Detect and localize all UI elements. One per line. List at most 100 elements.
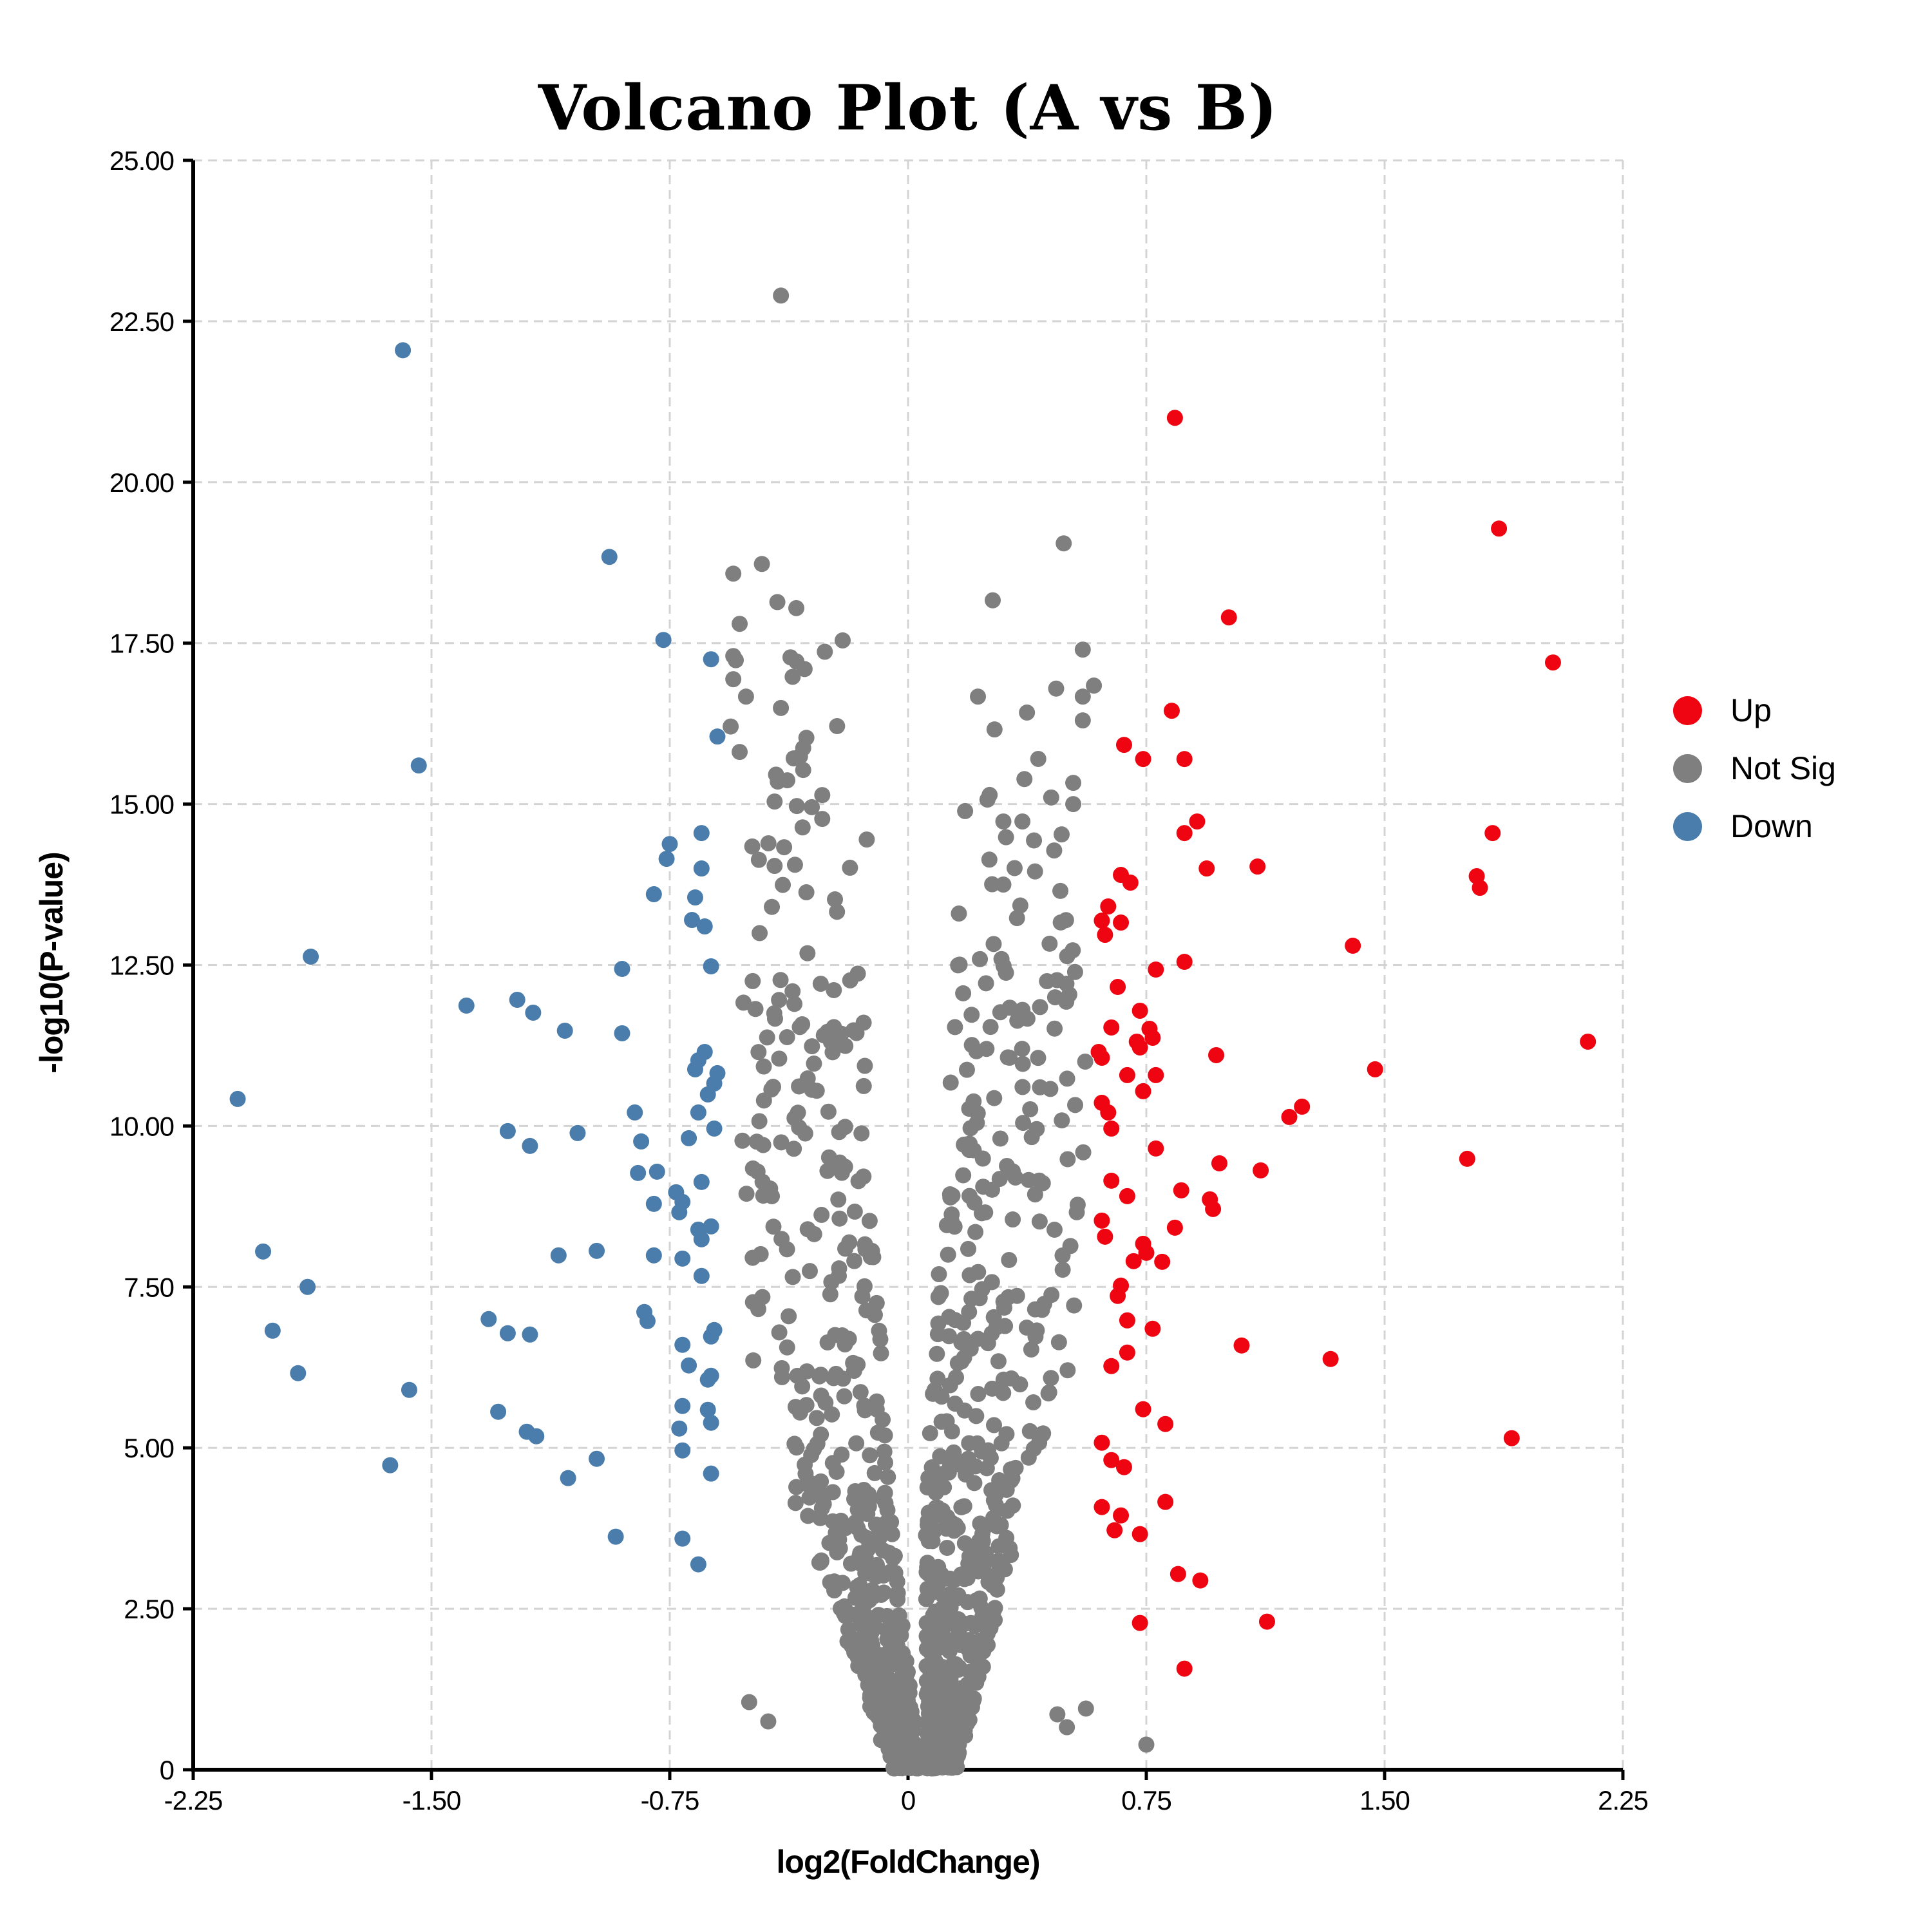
chart-title: Volcano Plot (A vs B): [538, 71, 1278, 144]
point-up: [1100, 898, 1117, 915]
point-down: [528, 1428, 545, 1444]
point-up: [1468, 868, 1485, 885]
point-down: [699, 1086, 716, 1103]
point-up: [1166, 1219, 1183, 1236]
point-notsig: [771, 1324, 788, 1341]
point-down: [693, 860, 710, 877]
point-notsig: [813, 1500, 830, 1517]
point-notsig: [1001, 1252, 1018, 1269]
point-notsig: [938, 1217, 955, 1233]
point-notsig: [970, 1386, 987, 1403]
point-notsig: [880, 1468, 896, 1485]
point-notsig: [997, 1318, 1014, 1334]
point-up: [1094, 1212, 1110, 1229]
point-notsig: [766, 1005, 782, 1021]
point-notsig: [869, 1425, 886, 1441]
point-notsig: [797, 1125, 813, 1142]
point-notsig: [955, 1167, 972, 1184]
point-notsig: [889, 1573, 905, 1590]
x-tick-label: -2.25: [164, 1785, 223, 1815]
point-notsig: [985, 592, 1001, 609]
point-notsig: [891, 1643, 908, 1660]
point-notsig: [744, 1249, 761, 1266]
point-notsig: [773, 699, 790, 716]
legend: Up Not Sig Down: [1673, 681, 1836, 855]
point-notsig: [735, 994, 752, 1011]
point-notsig: [923, 1669, 940, 1685]
point-up: [1345, 938, 1361, 954]
point-notsig: [1046, 1020, 1063, 1037]
point-up: [1189, 813, 1206, 830]
point-notsig: [750, 1044, 767, 1061]
point-down: [401, 1381, 417, 1398]
point-notsig: [970, 1563, 987, 1580]
point-notsig: [867, 1619, 884, 1636]
point-notsig: [978, 1041, 995, 1057]
point-notsig: [842, 972, 858, 989]
point-notsig: [808, 1410, 825, 1426]
point-notsig: [972, 951, 989, 967]
point-notsig: [875, 1411, 891, 1428]
point-up: [1208, 1046, 1225, 1063]
point-notsig: [854, 1555, 871, 1572]
point-notsig: [741, 1694, 757, 1710]
point-notsig: [800, 1508, 817, 1524]
point-up: [1154, 1253, 1171, 1270]
point-notsig: [995, 958, 1012, 974]
point-down: [630, 1164, 647, 1181]
point-notsig: [939, 1519, 956, 1536]
point-notsig: [833, 1164, 850, 1181]
point-notsig: [1048, 680, 1065, 697]
point-up: [1170, 1566, 1186, 1582]
point-notsig: [864, 1637, 881, 1654]
point-notsig: [799, 945, 816, 961]
point-notsig: [734, 1132, 751, 1149]
point-notsig: [1023, 1129, 1040, 1146]
point-notsig: [962, 1120, 979, 1137]
y-tick-label: 0: [160, 1755, 174, 1785]
point-notsig: [893, 1760, 910, 1777]
point-notsig: [830, 1191, 847, 1208]
point-up: [1166, 410, 1183, 426]
point-notsig: [829, 717, 846, 734]
point-notsig: [822, 1034, 839, 1050]
point-notsig: [990, 1353, 1007, 1370]
point-notsig: [902, 1710, 919, 1727]
point-notsig: [858, 831, 875, 848]
legend-swatch-down-icon: [1673, 811, 1702, 841]
point-notsig: [920, 1504, 937, 1521]
point-notsig: [1030, 750, 1046, 767]
point-notsig: [995, 1385, 1012, 1401]
point-down: [693, 825, 710, 842]
point-notsig: [1077, 1053, 1094, 1070]
point-notsig: [855, 1077, 872, 1094]
point-down: [674, 1442, 691, 1459]
point-notsig: [962, 1340, 979, 1357]
point-up: [1125, 1253, 1142, 1269]
point-notsig: [823, 1274, 840, 1291]
point-notsig: [962, 1615, 979, 1631]
point-notsig: [833, 1512, 849, 1529]
point-notsig: [786, 857, 803, 873]
point-notsig: [779, 772, 796, 789]
point-notsig: [974, 1658, 991, 1675]
point-notsig: [732, 616, 748, 632]
point-down: [229, 1090, 246, 1107]
point-notsig: [1014, 813, 1031, 830]
point-notsig: [725, 671, 742, 688]
point-notsig: [759, 1029, 775, 1046]
point-notsig: [1059, 1362, 1076, 1379]
point-up: [1119, 1344, 1135, 1361]
x-tick-label: 0: [901, 1785, 915, 1815]
point-up: [1198, 860, 1215, 877]
point-notsig: [773, 1134, 790, 1151]
legend-label-down: Down: [1730, 808, 1813, 844]
point-notsig: [831, 1260, 848, 1277]
point-notsig: [1077, 1700, 1094, 1717]
point-up: [1097, 1228, 1113, 1245]
point-notsig: [943, 1684, 960, 1701]
point-down: [699, 1371, 716, 1388]
point-notsig: [998, 829, 1014, 846]
point-notsig: [918, 1591, 934, 1607]
point-notsig: [837, 1037, 854, 1054]
